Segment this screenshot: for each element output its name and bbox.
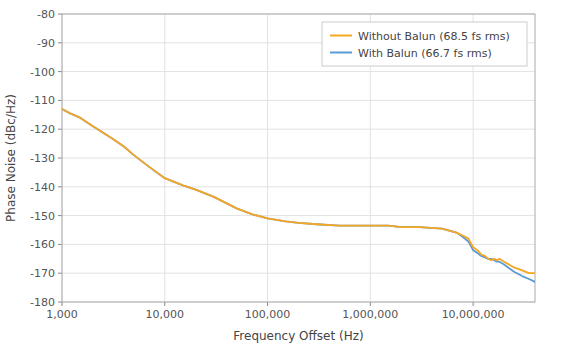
tick xyxy=(58,14,62,15)
tick-label: -170 xyxy=(30,267,55,280)
tick xyxy=(58,42,62,43)
tick-label: -120 xyxy=(30,123,55,136)
grid-line xyxy=(62,244,535,245)
x-axis-label: Frequency Offset (Hz) xyxy=(233,329,363,343)
tick-label: -160 xyxy=(30,238,55,251)
tick xyxy=(370,302,371,306)
tick xyxy=(62,302,63,306)
grid-line xyxy=(62,100,535,101)
tick xyxy=(58,71,62,72)
axes: 1,000 10,000 100,000 1,000,000 10,000,000 -18… xyxy=(30,8,535,321)
tick-label: -180 xyxy=(30,296,55,309)
tick-label: -110 xyxy=(30,94,55,107)
tick xyxy=(58,302,62,303)
grid-line xyxy=(62,71,535,72)
y-axis-label: Phase Noise (dBc/Hz) xyxy=(4,94,18,222)
tick xyxy=(58,100,62,101)
grid-line xyxy=(62,273,535,274)
grid-line xyxy=(62,215,535,216)
tick xyxy=(58,186,62,187)
grid-line xyxy=(62,129,535,130)
legend-box xyxy=(322,22,527,66)
tick-label: -130 xyxy=(30,152,55,165)
legend-swatch xyxy=(330,52,352,54)
tick-label: 100,000 xyxy=(245,308,291,321)
grid xyxy=(62,14,535,302)
legend-label: With Balun (66.7 fs rms) xyxy=(358,47,492,60)
tick-label: 10,000 xyxy=(146,308,185,321)
line xyxy=(62,109,535,282)
tick xyxy=(58,273,62,274)
tick-label: -80 xyxy=(37,8,55,21)
tick-label: 1,000 xyxy=(46,308,78,321)
legend-swatch xyxy=(330,35,352,37)
plot-frame xyxy=(62,14,535,302)
tick xyxy=(473,302,474,306)
chart: 1,000 10,000 100,000 1,000,000 10,000,000 -18… xyxy=(0,0,575,350)
tick-label: 1,000,000 xyxy=(342,308,398,321)
tick-label: -150 xyxy=(30,210,55,223)
tick-label: -140 xyxy=(30,181,55,194)
legend: Without Balun (68.5 fs rms) With Balun (6… xyxy=(322,22,527,66)
legend-label: Without Balun (68.5 fs rms) xyxy=(358,30,510,43)
tick-label: 10,000,000 xyxy=(442,308,505,321)
grid-line xyxy=(62,158,535,159)
line xyxy=(62,109,535,273)
tick xyxy=(267,302,268,306)
tick xyxy=(58,158,62,159)
tick xyxy=(58,215,62,216)
grid-line xyxy=(62,186,535,187)
tick-label: -100 xyxy=(30,66,55,79)
series-group xyxy=(62,109,535,282)
tick xyxy=(58,129,62,130)
tick xyxy=(58,244,62,245)
tick xyxy=(164,302,165,306)
tick-label: -90 xyxy=(37,37,55,50)
